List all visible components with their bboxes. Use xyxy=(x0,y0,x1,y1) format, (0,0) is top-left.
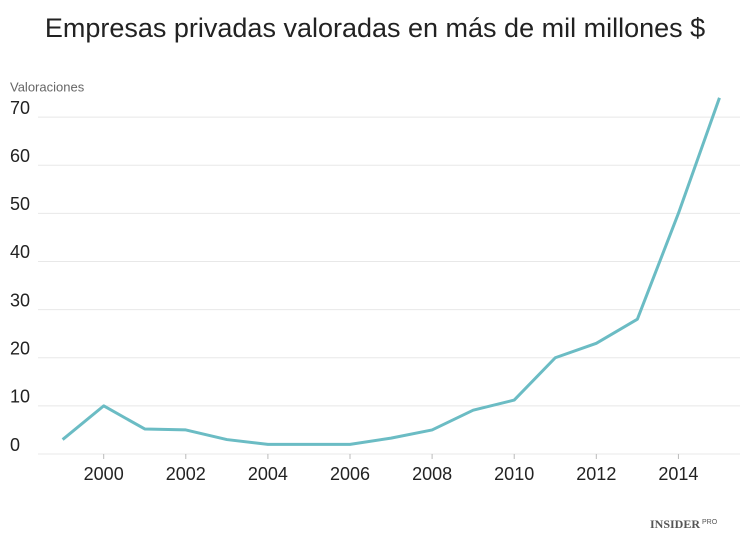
brand: INSIDER xyxy=(650,517,700,531)
y-axis-label: Valoraciones xyxy=(10,79,85,94)
y-tick-label: 10 xyxy=(10,387,30,407)
x-tick-label: 2000 xyxy=(84,464,124,484)
y-tick-label: 0 xyxy=(10,435,20,455)
x-tick-label: 2012 xyxy=(576,464,616,484)
y-tick-label: 60 xyxy=(10,146,30,166)
y-tick-label: 40 xyxy=(10,242,30,262)
brand-sub: PRO xyxy=(702,519,718,526)
y-tick-label: 50 xyxy=(10,194,30,214)
x-tick-label: 2004 xyxy=(248,464,288,484)
y-tick-label: 70 xyxy=(10,98,30,118)
x-tick-label: 2014 xyxy=(658,464,698,484)
x-tick-label: 2006 xyxy=(330,464,370,484)
series-line xyxy=(61,97,721,446)
chart-title: Empresas privadas valoradas en más de mi… xyxy=(45,13,705,43)
x-tick-label: 2008 xyxy=(412,464,452,484)
x-tick-label: 2010 xyxy=(494,464,534,484)
x-tick-label: 2002 xyxy=(166,464,206,484)
y-tick-label: 20 xyxy=(10,338,30,358)
y-tick-label: 30 xyxy=(10,290,30,310)
